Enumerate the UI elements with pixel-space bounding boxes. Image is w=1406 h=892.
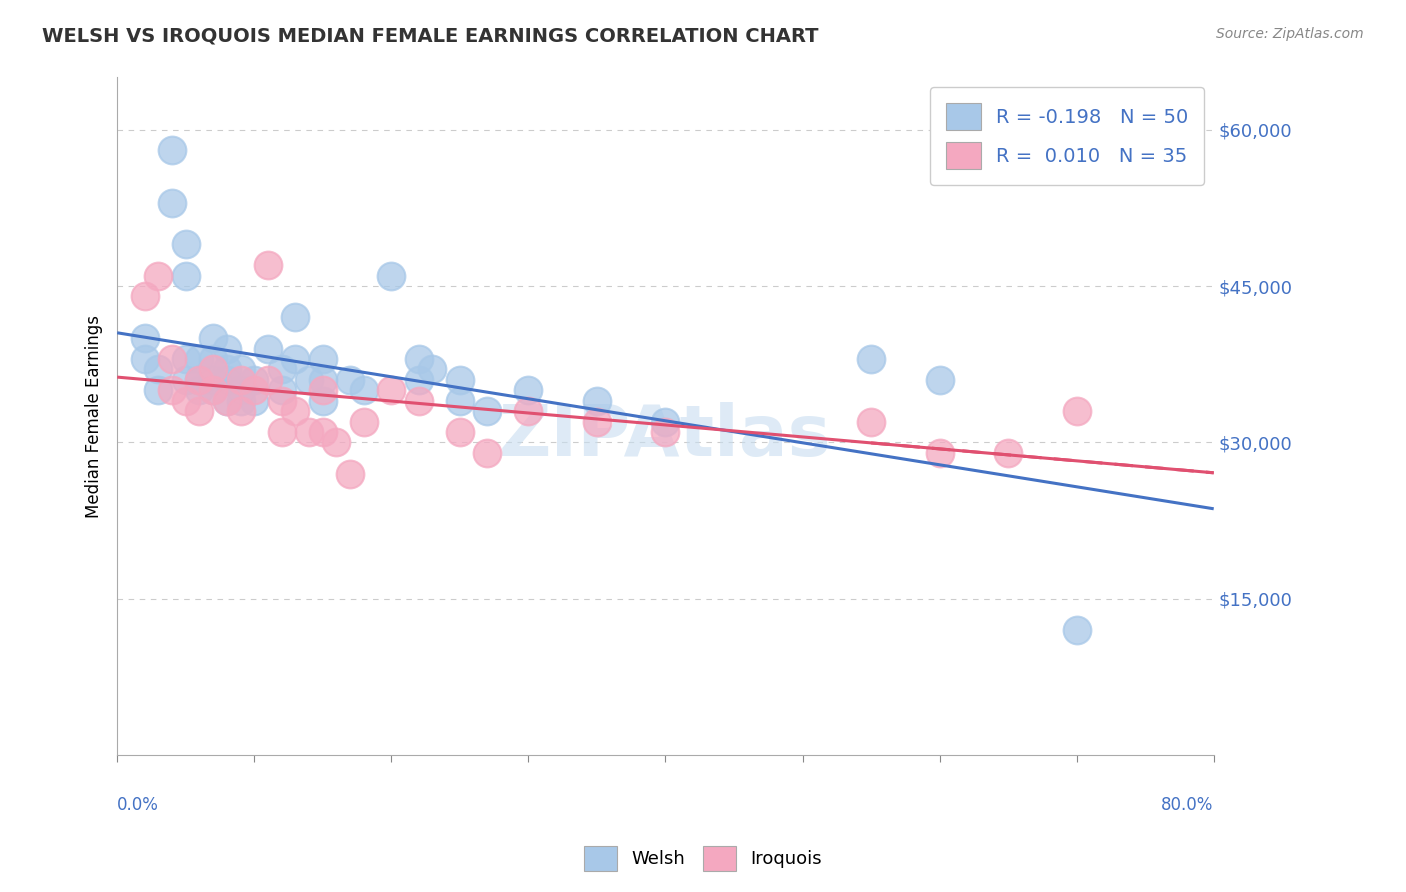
Point	[270, 362, 292, 376]
Point	[270, 425, 292, 439]
Point	[243, 384, 266, 398]
Point	[160, 384, 183, 398]
Point	[449, 373, 471, 387]
Y-axis label: Median Female Earnings: Median Female Earnings	[86, 315, 103, 518]
Point	[188, 373, 211, 387]
Point	[202, 362, 225, 376]
Point	[188, 352, 211, 367]
Point	[353, 415, 375, 429]
Point	[148, 362, 170, 376]
Text: Source: ZipAtlas.com: Source: ZipAtlas.com	[1216, 27, 1364, 41]
Point	[284, 310, 307, 325]
Text: ZIPAtlas: ZIPAtlas	[499, 402, 832, 471]
Point	[325, 435, 347, 450]
Point	[188, 384, 211, 398]
Point	[449, 393, 471, 408]
Point	[284, 352, 307, 367]
Point	[229, 373, 252, 387]
Point	[134, 331, 156, 345]
Point	[229, 393, 252, 408]
Point	[517, 404, 540, 418]
Point	[312, 352, 335, 367]
Point	[202, 352, 225, 367]
Point	[1066, 623, 1088, 637]
Point	[229, 384, 252, 398]
Point	[148, 268, 170, 283]
Point	[380, 268, 402, 283]
Point	[215, 342, 238, 356]
Point	[174, 268, 197, 283]
Point	[134, 352, 156, 367]
Point	[298, 425, 321, 439]
Point	[243, 393, 266, 408]
Point	[202, 373, 225, 387]
Point	[312, 373, 335, 387]
Point	[215, 362, 238, 376]
Point	[148, 384, 170, 398]
Text: 0.0%: 0.0%	[117, 796, 159, 814]
Point	[215, 393, 238, 408]
Text: WELSH VS IROQUOIS MEDIAN FEMALE EARNINGS CORRELATION CHART: WELSH VS IROQUOIS MEDIAN FEMALE EARNINGS…	[42, 27, 818, 45]
Point	[408, 352, 430, 367]
Point	[517, 384, 540, 398]
Point	[257, 258, 280, 272]
Point	[160, 195, 183, 210]
Point	[202, 331, 225, 345]
Point	[160, 352, 183, 367]
Point	[298, 373, 321, 387]
Point	[312, 425, 335, 439]
Point	[339, 467, 361, 481]
Point	[997, 446, 1019, 460]
Point	[353, 384, 375, 398]
Point	[477, 404, 499, 418]
Point	[229, 362, 252, 376]
Point	[284, 404, 307, 418]
Point	[160, 144, 183, 158]
Point	[654, 415, 676, 429]
Point	[174, 373, 197, 387]
Point	[654, 425, 676, 439]
Point	[257, 342, 280, 356]
Point	[928, 446, 950, 460]
Legend: R = -0.198   N = 50, R =  0.010   N = 35: R = -0.198 N = 50, R = 0.010 N = 35	[931, 87, 1204, 185]
Point	[408, 373, 430, 387]
Point	[928, 373, 950, 387]
Point	[215, 373, 238, 387]
Point	[215, 393, 238, 408]
Point	[586, 393, 609, 408]
Point	[188, 404, 211, 418]
Point	[449, 425, 471, 439]
Point	[586, 415, 609, 429]
Point	[270, 393, 292, 408]
Point	[174, 237, 197, 252]
Point	[477, 446, 499, 460]
Point	[270, 384, 292, 398]
Point	[312, 393, 335, 408]
Point	[1066, 404, 1088, 418]
Point	[408, 393, 430, 408]
Point	[339, 373, 361, 387]
Point	[229, 404, 252, 418]
Point	[202, 384, 225, 398]
Point	[174, 393, 197, 408]
Text: 80.0%: 80.0%	[1161, 796, 1213, 814]
Point	[860, 415, 883, 429]
Point	[188, 373, 211, 387]
Legend: Welsh, Iroquois: Welsh, Iroquois	[576, 838, 830, 879]
Point	[257, 373, 280, 387]
Point	[202, 384, 225, 398]
Point	[312, 384, 335, 398]
Point	[134, 289, 156, 303]
Point	[174, 352, 197, 367]
Point	[243, 373, 266, 387]
Point	[380, 384, 402, 398]
Point	[422, 362, 444, 376]
Point	[860, 352, 883, 367]
